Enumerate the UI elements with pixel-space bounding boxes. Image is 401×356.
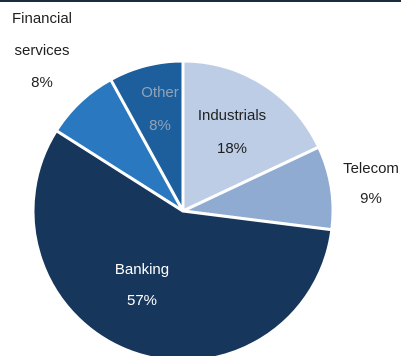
top-border-rule bbox=[0, 0, 401, 2]
slice-pct-telecom: 9% bbox=[360, 190, 382, 207]
slice-label-financial-services-line1: Financial bbox=[12, 10, 72, 27]
pie-slice-other bbox=[109, 59, 185, 213]
pie-slice-industrials bbox=[181, 59, 321, 213]
slice-pct-financial-services: 8% bbox=[31, 74, 53, 91]
pie-labels: Industrials 18% Telecom 9% Banking 57% Financi… bbox=[12, 10, 399, 309]
slice-label-other: Other bbox=[141, 84, 179, 101]
slice-pct-banking: 57% bbox=[127, 292, 157, 309]
pie-slice-banking bbox=[31, 129, 334, 356]
slice-label-banking: Banking bbox=[115, 261, 169, 278]
pie-slices bbox=[31, 59, 335, 356]
slice-pct-industrials: 18% bbox=[217, 140, 247, 157]
slice-label-financial-services-line2: services bbox=[14, 42, 69, 59]
slice-label-telecom: Telecom bbox=[343, 160, 399, 177]
slice-pct-other: 8% bbox=[149, 117, 171, 134]
slice-label-industrials: Industrials bbox=[198, 107, 266, 124]
pie-slice-telecom bbox=[181, 145, 335, 232]
